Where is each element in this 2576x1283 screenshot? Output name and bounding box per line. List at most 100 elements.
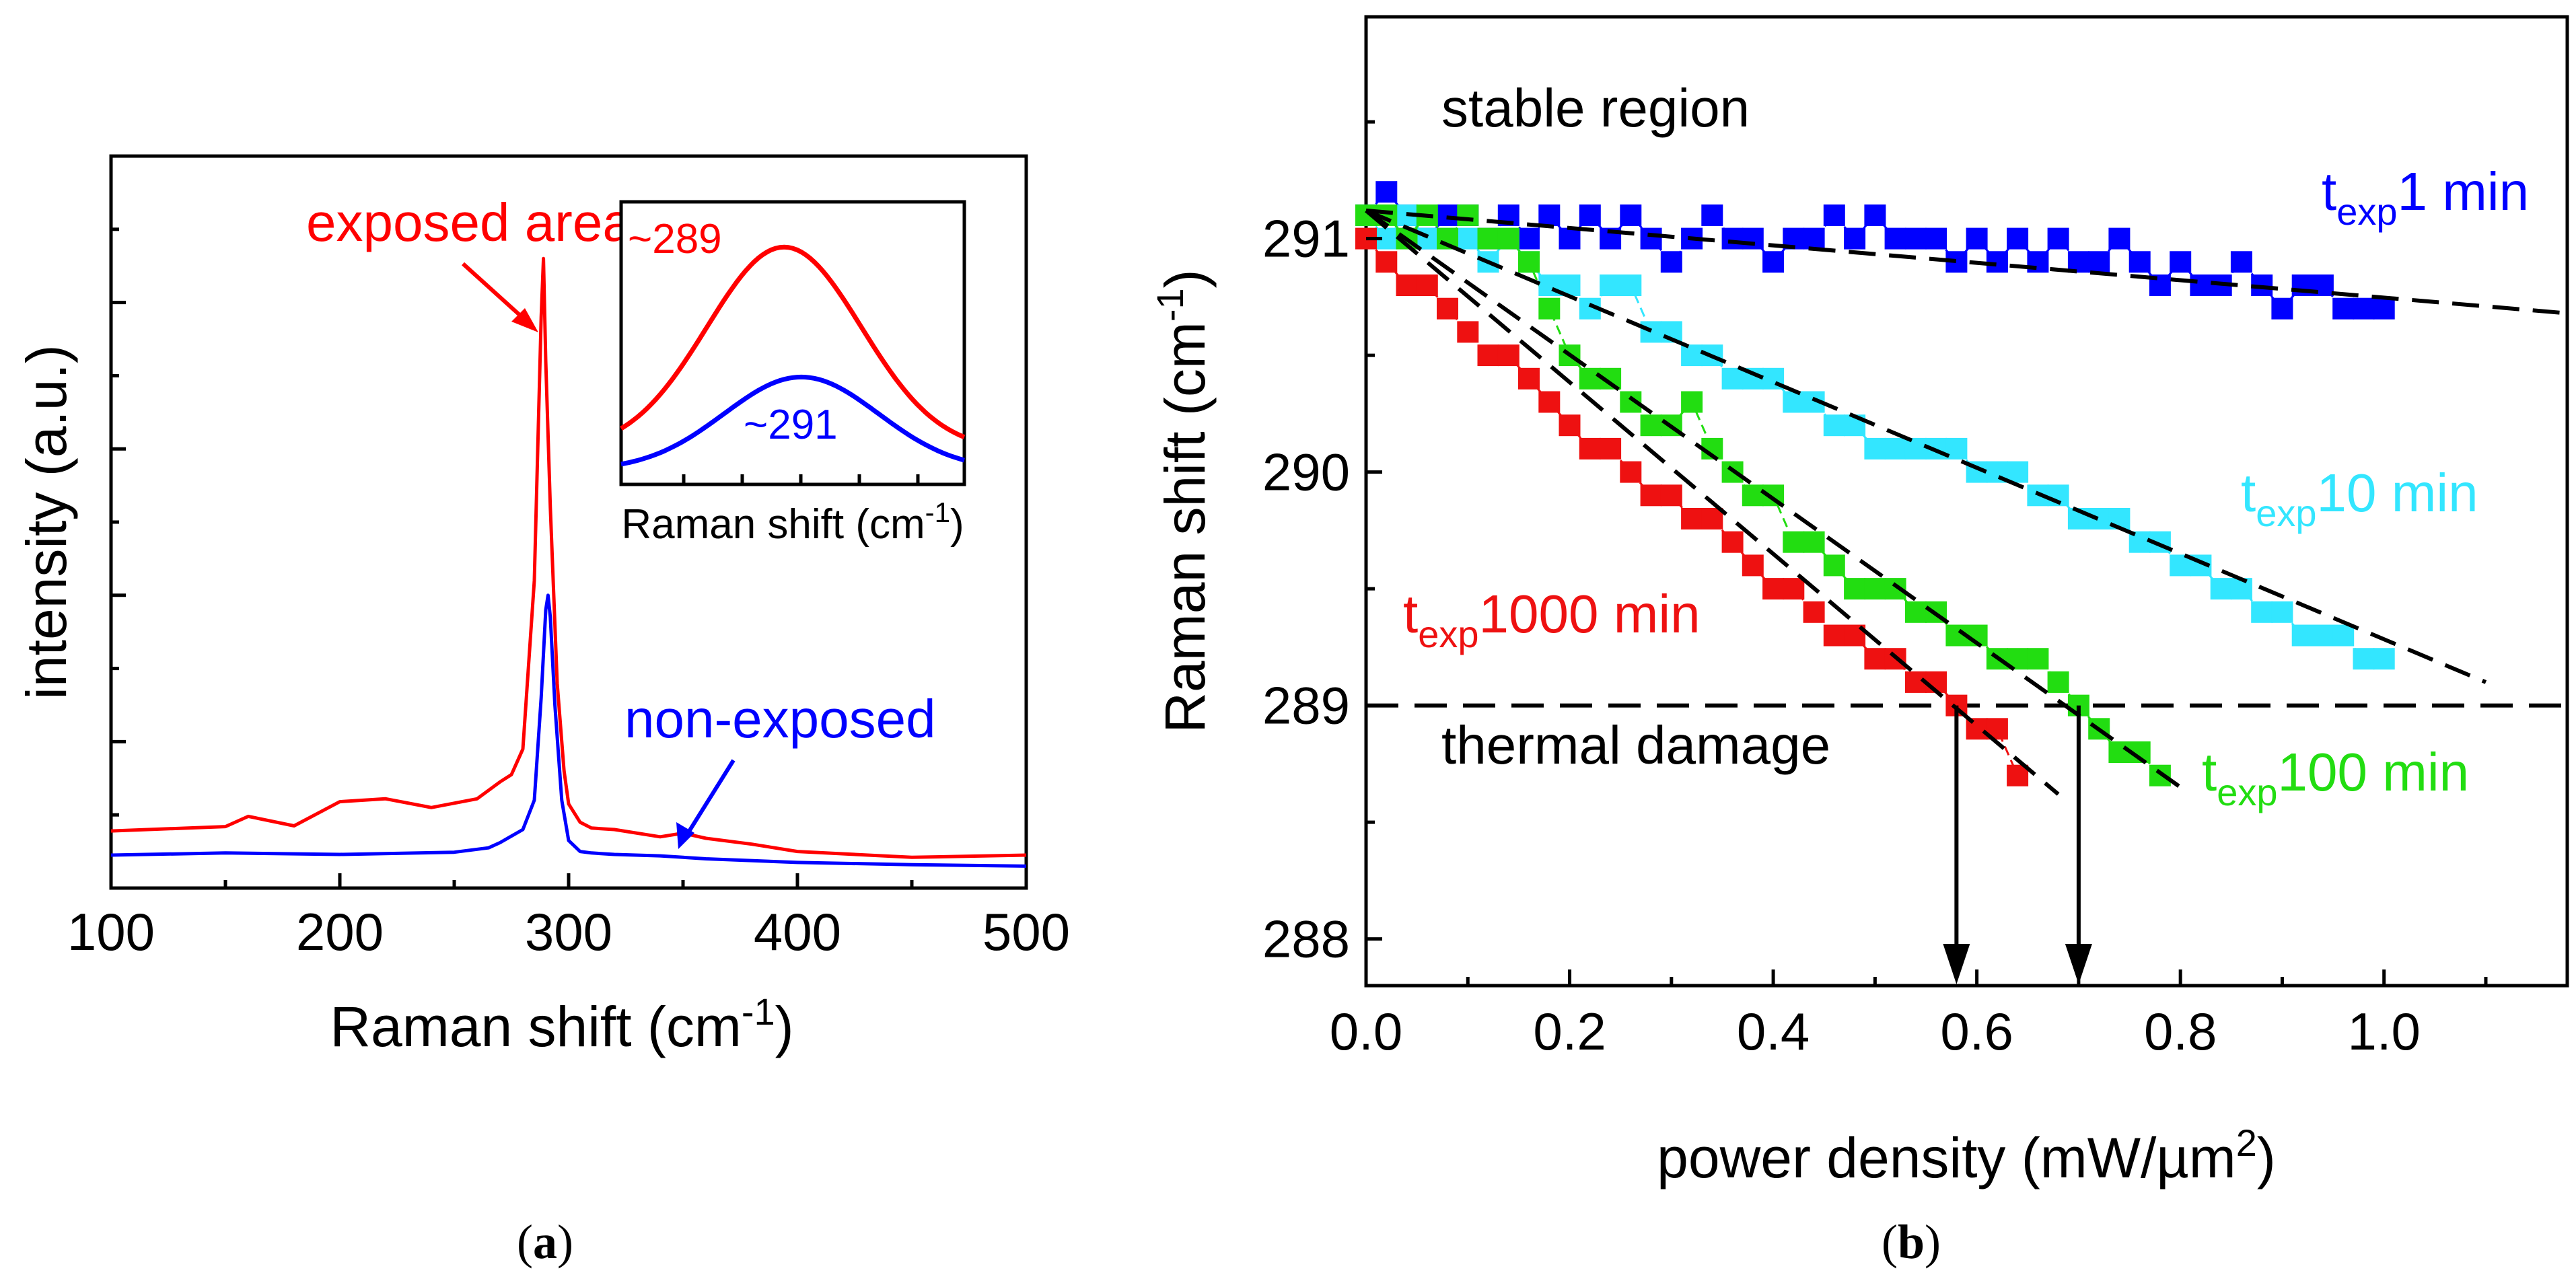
data-point-3 [1538, 391, 1561, 413]
data-point-3 [1783, 578, 1805, 600]
data-point-2 [1742, 484, 1764, 507]
panel-b-y-tick-label: 288 [1262, 910, 1350, 969]
data-point-0 [1904, 227, 1927, 250]
data-point-2 [1640, 414, 1662, 437]
panel-b-x-axis-label: power density (mW/µm2) [1657, 1122, 2276, 1189]
non-exposed-arrow [681, 759, 736, 842]
panel-a-x-tick-label: 200 [296, 902, 384, 961]
data-point-2 [1681, 391, 1703, 413]
panel-a-y-ticks [111, 227, 126, 817]
data-point-3 [1803, 601, 1825, 623]
data-point-0 [2230, 251, 2252, 273]
data-point-0 [2271, 297, 2293, 320]
data-point-0 [2047, 227, 2069, 250]
data-point-1 [1864, 437, 1886, 460]
data-point-0 [1925, 227, 1947, 250]
inset-chart: ~289 ~291 Raman shift (cm-1) [619, 200, 966, 548]
thermal-damage-label: thermal damage [1441, 715, 1830, 775]
inset-x-axis-label: Raman shift (cm-1) [621, 497, 964, 548]
data-point-2 [2027, 648, 2049, 670]
data-point-0 [2190, 274, 2212, 296]
data-point-3 [1559, 414, 1581, 437]
data-point-0 [1437, 204, 1458, 226]
panel-b-x-tick-label: 0.8 [2144, 1002, 2217, 1061]
panel-a-x-tick-label: 300 [525, 902, 612, 961]
data-point-0 [1518, 227, 1540, 250]
threshold-arrowhead-0 [1943, 944, 1970, 984]
data-point-1 [1721, 367, 1744, 390]
data-point-0 [1640, 227, 1662, 250]
series-label-1min: texp1 min [2322, 161, 2529, 233]
data-point-3 [1437, 297, 1458, 320]
data-point-2 [1518, 251, 1540, 273]
data-point-3 [1681, 508, 1703, 529]
data-point-2 [1803, 531, 1825, 553]
data-point-0 [1864, 204, 1886, 226]
data-point-0 [1742, 227, 1764, 250]
data-point-0 [2170, 251, 2192, 273]
data-point-3 [1375, 251, 1398, 273]
data-point-3 [1721, 531, 1744, 553]
panel-b-x-ticks: 0.0 0.2 0.4 0.6 0.8 1.0 [1330, 969, 2488, 1061]
panel-a-label: (a) [517, 1215, 573, 1269]
data-point-0 [1620, 204, 1642, 226]
data-point-3 [1600, 437, 1622, 460]
data-point-1 [1783, 391, 1805, 413]
stable-region-label: stable region [1441, 78, 1750, 138]
panel-b-frame [1364, 15, 2569, 988]
data-point-1 [1945, 437, 1968, 460]
data-point-2 [1579, 367, 1601, 390]
data-point-1 [2007, 461, 2029, 483]
data-point-2 [1477, 227, 1499, 250]
data-point-0 [1559, 227, 1581, 250]
data-point-1 [2291, 624, 2314, 647]
data-point-2 [1904, 601, 1927, 623]
inset-peak-exposed-label: ~289 [628, 216, 722, 262]
series-label-100min: texp100 min [2202, 742, 2469, 813]
data-point-0 [1844, 227, 1866, 250]
panel-b-y-axis-label: Raman shift (cm-1) [1149, 269, 1217, 733]
series-label-10min: texp10 min [2241, 463, 2478, 534]
panel-a-y-axis-label: intensity (a.u.) [15, 344, 78, 700]
data-point-3 [1620, 461, 1642, 483]
data-point-2 [1538, 297, 1561, 320]
exposed-area-arrowhead [511, 308, 538, 332]
non-exposed-arrowhead [676, 822, 694, 849]
data-point-1 [1884, 437, 1906, 460]
data-point-0 [1538, 204, 1561, 226]
data-point-1 [1600, 274, 1622, 296]
data-point-0 [2108, 227, 2131, 250]
data-point-1 [2088, 508, 2110, 529]
panel-b-x-tick-label: 0.6 [1940, 1002, 2013, 1061]
panel-a-x-tick-label: 100 [67, 902, 155, 961]
panel-b-x-tick-label: 0.2 [1533, 1002, 1606, 1061]
data-point-3 [1457, 321, 1479, 343]
data-point-0 [2128, 251, 2151, 273]
exposed-area-label: exposed area [306, 192, 633, 252]
non-exposed-label: non-exposed [624, 689, 936, 749]
data-point-0 [1721, 227, 1744, 250]
data-point-0 [1966, 227, 1988, 250]
data-point-0 [2088, 251, 2110, 273]
panel-b-fit-lines [1365, 209, 2568, 796]
data-point-3 [1762, 578, 1785, 600]
panel-b-x-tick-label: 0.0 [1330, 1002, 1402, 1061]
panel-b-y-tick-label: 290 [1262, 443, 1350, 502]
data-point-3 [1579, 437, 1601, 460]
data-point-2 [2047, 671, 2069, 693]
data-point-3 [1497, 344, 1519, 367]
data-point-3 [1518, 367, 1540, 390]
data-point-3 [1742, 554, 1764, 577]
panel-b-x-tick-label: 0.4 [1737, 1002, 1810, 1061]
data-point-0 [2027, 251, 2049, 273]
data-point-0 [1803, 227, 1825, 250]
data-point-0 [1375, 181, 1398, 203]
data-point-3 [1477, 344, 1499, 367]
series-label-1000min: texp1000 min [1403, 584, 1701, 655]
series-connector-3 [1365, 237, 2019, 776]
data-point-0 [1579, 204, 1601, 226]
data-point-2 [1783, 531, 1805, 553]
inset-peak-nonexposed-label: ~291 [744, 402, 838, 448]
panel-a-x-tick-label: 400 [754, 902, 841, 961]
